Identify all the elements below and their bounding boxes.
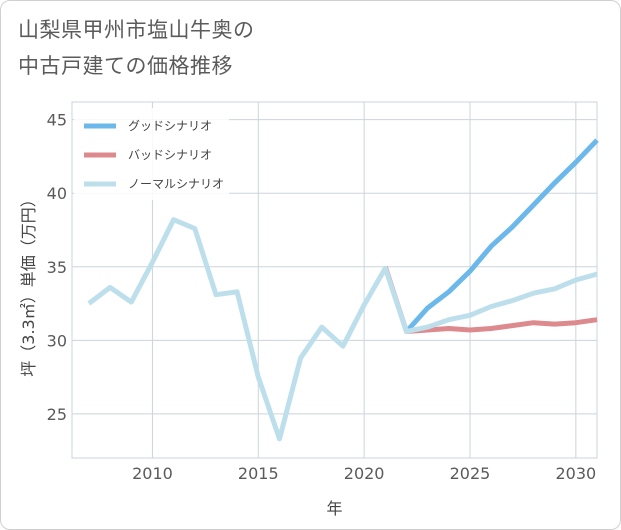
chart-title-line-1: 山梨県甲州市塩山牛奥の	[18, 18, 255, 42]
legend-label-normal: ノーマルシナリオ	[128, 177, 224, 191]
plot-border	[71, 101, 598, 459]
x-tick-label: 2020	[344, 464, 385, 483]
y-tick-label: 35	[47, 258, 67, 277]
chart-title-line-2: 中古戸建ての価格推移	[18, 54, 233, 78]
y-tick-label: 30	[47, 331, 67, 350]
x-tick-label: 2015	[238, 464, 279, 483]
x-tick-label: 2010	[132, 464, 173, 483]
y-tick-label: 45	[47, 111, 67, 130]
y-tick-label: 25	[47, 405, 67, 424]
x-tick-label: 2030	[555, 464, 596, 483]
x-axis-label: 年	[326, 499, 342, 518]
chart-title: 山梨県甲州市塩山牛奥の 中古戸建ての価格推移	[18, 12, 255, 84]
series-lines	[87, 138, 599, 442]
legend-label-bad: バッドシナリオ	[128, 148, 212, 162]
y-axis-label: 坪（3.3㎡）単価（万円）	[19, 191, 38, 376]
legend-label-good: グッドシナリオ	[128, 119, 212, 133]
x-tick-label: 2025	[450, 464, 491, 483]
y-tick-label: 40	[47, 184, 67, 203]
axis-ticks: 2010 2015 2020 2025 2030 25 30 35 40 45	[47, 111, 597, 483]
series-line-normal	[87, 217, 598, 442]
series-line-good	[404, 138, 599, 334]
